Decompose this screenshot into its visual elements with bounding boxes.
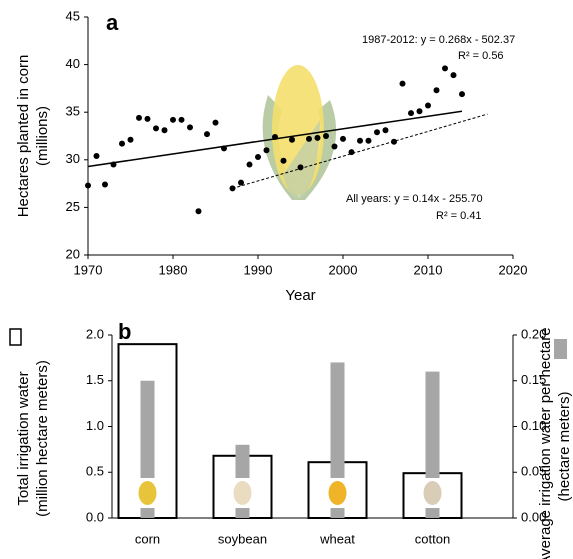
y-tick-label: 40 bbox=[66, 56, 80, 71]
data-point bbox=[374, 129, 380, 136]
data-point bbox=[93, 152, 100, 159]
y-tick-label: 30 bbox=[66, 151, 80, 166]
data-point bbox=[331, 143, 338, 150]
y-tick-label: 25 bbox=[66, 199, 80, 214]
data-point bbox=[263, 147, 270, 154]
x-tick-label: 2020 bbox=[499, 262, 528, 277]
data-point bbox=[102, 181, 108, 188]
legend-symbol-outline bbox=[9, 328, 22, 346]
data-point bbox=[272, 133, 278, 140]
data-point bbox=[416, 108, 423, 115]
panel-label: a bbox=[106, 10, 119, 35]
y-tick-label: 0.0 bbox=[86, 509, 104, 524]
data-point bbox=[340, 135, 346, 142]
data-point bbox=[212, 119, 219, 126]
data-point bbox=[442, 65, 448, 72]
trend-line bbox=[232, 113, 488, 189]
data-point bbox=[161, 127, 168, 134]
crop-icon bbox=[233, 481, 252, 505]
x-tick-label: 1970 bbox=[74, 262, 103, 277]
data-point bbox=[459, 91, 465, 98]
y2-tick-label: 0.05 bbox=[521, 464, 546, 479]
data-point bbox=[195, 208, 202, 215]
y-axis-label: (millions) bbox=[34, 106, 51, 166]
y2-tick-label: 0.10 bbox=[521, 418, 546, 433]
y-axis-label: Hectares planted in corn bbox=[15, 55, 32, 218]
data-point bbox=[433, 87, 440, 94]
data-point bbox=[382, 127, 389, 134]
y-axis-label: Total irrigation water bbox=[15, 371, 32, 505]
x-axis-label: Year bbox=[285, 287, 315, 304]
data-point bbox=[204, 131, 210, 138]
data-point bbox=[280, 157, 287, 164]
data-point bbox=[127, 136, 134, 143]
data-point bbox=[297, 164, 304, 171]
data-point bbox=[391, 138, 397, 145]
y-tick-label: 1.5 bbox=[86, 372, 104, 387]
annotation: 1987-2012: y = 0.268x - 502.37 bbox=[362, 34, 515, 46]
x-tick-label: 2000 bbox=[329, 262, 358, 277]
data-point bbox=[110, 161, 117, 168]
data-point bbox=[408, 110, 414, 117]
data-point bbox=[399, 80, 406, 87]
data-point bbox=[136, 114, 142, 121]
y-tick-label: 2.0 bbox=[86, 326, 104, 341]
x-tick-label: 1990 bbox=[244, 262, 273, 277]
data-point bbox=[153, 125, 159, 132]
data-point bbox=[306, 135, 312, 142]
data-point bbox=[187, 124, 193, 131]
y-tick-label: 0.5 bbox=[86, 464, 104, 479]
y2-tick-label: 0.20 bbox=[521, 326, 546, 341]
x-tick-label: wheat bbox=[319, 531, 355, 546]
crop-icon bbox=[138, 481, 157, 505]
x-tick-label: 1980 bbox=[159, 262, 188, 277]
annotation: R² = 0.56 bbox=[458, 50, 504, 62]
y-tick-label: 35 bbox=[66, 104, 80, 119]
annotation: All years: y = 0.14x - 255.70 bbox=[346, 193, 483, 205]
y-tick-label: 20 bbox=[66, 246, 80, 261]
x-tick-label: soybean bbox=[218, 531, 267, 546]
legend-symbol-filled bbox=[554, 339, 567, 359]
data-point bbox=[323, 133, 329, 139]
panel-label: b bbox=[118, 319, 131, 344]
data-point bbox=[238, 179, 244, 186]
data-point bbox=[170, 116, 176, 123]
y2-axis-label: Average irrigation water per hectare bbox=[537, 327, 554, 559]
y-tick-label: 45 bbox=[66, 8, 80, 23]
crop-icon bbox=[328, 481, 347, 505]
data-point bbox=[357, 137, 363, 144]
data-point bbox=[289, 136, 295, 143]
y-tick-label: 1.0 bbox=[86, 418, 104, 433]
y2-tick-label: 0.00 bbox=[521, 509, 546, 524]
data-point bbox=[255, 153, 261, 160]
data-point bbox=[246, 161, 253, 168]
data-point bbox=[221, 145, 227, 152]
data-point bbox=[365, 137, 372, 144]
data-point bbox=[144, 115, 151, 122]
data-point bbox=[348, 149, 355, 156]
x-tick-label: 2010 bbox=[414, 262, 443, 277]
y2-tick-label: 0.15 bbox=[521, 372, 546, 387]
annotation: R² = 0.41 bbox=[436, 210, 482, 222]
x-tick-label: cotton bbox=[415, 531, 450, 546]
data-point bbox=[178, 116, 185, 123]
data-point bbox=[229, 185, 236, 192]
data-point bbox=[314, 134, 321, 141]
corn-illustration bbox=[262, 65, 337, 200]
data-point bbox=[450, 72, 457, 79]
crop-icon bbox=[423, 481, 442, 505]
data-point bbox=[425, 102, 431, 109]
y2-axis-label: (hectare meters) bbox=[556, 391, 573, 501]
y-axis-label: (million hectare meters) bbox=[34, 360, 51, 517]
x-tick-label: corn bbox=[135, 531, 160, 546]
data-point bbox=[119, 140, 125, 147]
data-point bbox=[85, 182, 91, 189]
